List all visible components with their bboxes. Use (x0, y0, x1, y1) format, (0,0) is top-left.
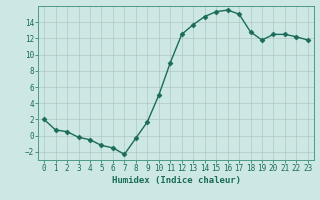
X-axis label: Humidex (Indice chaleur): Humidex (Indice chaleur) (111, 176, 241, 185)
